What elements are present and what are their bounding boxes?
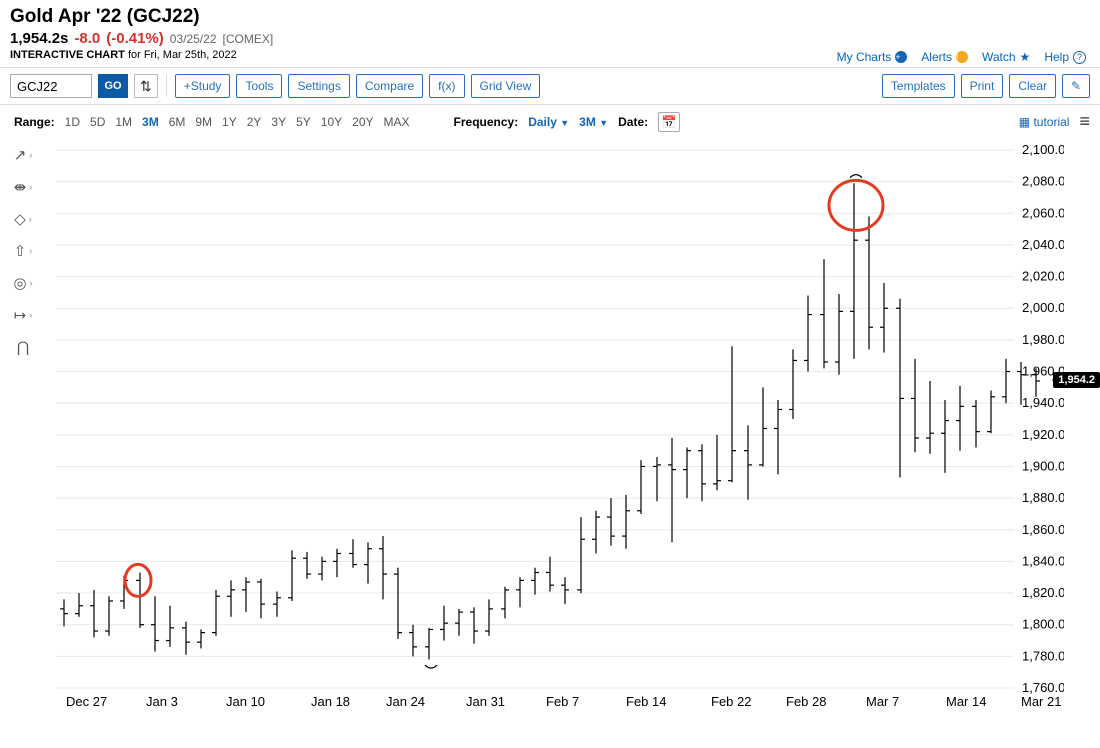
go-button[interactable]: GO xyxy=(98,74,128,98)
print-button[interactable]: Print xyxy=(961,74,1004,98)
change-pct: (-0.41%) xyxy=(106,30,164,47)
svg-text:1,980.0: 1,980.0 xyxy=(1022,332,1064,347)
templates-button[interactable]: Templates xyxy=(882,74,955,98)
svg-text:2,000.0: 2,000.0 xyxy=(1022,300,1064,315)
magnet-tool[interactable]: ⋂ xyxy=(17,338,29,356)
svg-text:Mar 7: Mar 7 xyxy=(866,694,899,709)
svg-text:2,060.0: 2,060.0 xyxy=(1022,205,1064,220)
range-2Y[interactable]: 2Y xyxy=(247,115,262,129)
svg-text:Mar 21: Mar 21 xyxy=(1021,694,1061,709)
svg-text:Jan 3: Jan 3 xyxy=(146,694,178,709)
svg-text:Feb 28: Feb 28 xyxy=(786,694,826,709)
range-20Y[interactable]: 20Y xyxy=(352,115,373,129)
exchange: [COMEX] xyxy=(223,32,274,46)
last-price-label: 1,954.2 xyxy=(1053,372,1100,388)
svg-text:1,760.0: 1,760.0 xyxy=(1022,680,1064,695)
compare-button[interactable]: Compare xyxy=(356,74,423,98)
gridview-button[interactable]: Grid View xyxy=(471,74,541,98)
range-5D[interactable]: 5D xyxy=(90,115,105,129)
range-3Y[interactable]: 3Y xyxy=(271,115,286,129)
svg-text:1,860.0: 1,860.0 xyxy=(1022,522,1064,537)
help-link[interactable]: Help? xyxy=(1044,50,1086,64)
svg-text:Jan 18: Jan 18 xyxy=(311,694,350,709)
last-price: 1,954.2s xyxy=(10,30,68,47)
symbol-input[interactable] xyxy=(10,74,92,98)
svg-text:1,800.0: 1,800.0 xyxy=(1022,617,1064,632)
menu-icon[interactable]: ≡ xyxy=(1079,111,1090,132)
svg-text:2,100.0: 2,100.0 xyxy=(1022,142,1064,157)
svg-text:Jan 31: Jan 31 xyxy=(466,694,505,709)
title: Gold Apr '22 (GCJ22) xyxy=(10,6,1090,28)
range-1D[interactable]: 1D xyxy=(65,115,80,129)
price-chart[interactable]: 1,760.0 1,780.0 1,800.0 1,820.0 1,840.0 1,860… xyxy=(46,138,1064,718)
settings-icon[interactable]: ⇅ xyxy=(134,74,158,98)
fx-button[interactable]: f(x) xyxy=(429,74,464,98)
draw-multi-tool[interactable]: ⇼› xyxy=(14,178,33,196)
watch-link[interactable]: Watch★ xyxy=(982,50,1030,64)
freq-select[interactable]: Daily ▼ xyxy=(528,115,569,129)
svg-text:1,840.0: 1,840.0 xyxy=(1022,553,1064,568)
range-1Y[interactable]: 1Y xyxy=(222,115,237,129)
svg-text:Feb 14: Feb 14 xyxy=(626,694,666,709)
draw-line-tool[interactable]: ↗› xyxy=(14,146,33,164)
svg-text:1,880.0: 1,880.0 xyxy=(1022,490,1064,505)
range-1M[interactable]: 1M xyxy=(115,115,132,129)
draw-circle-tool[interactable]: ◎› xyxy=(13,274,32,292)
range-10Y[interactable]: 10Y xyxy=(321,115,342,129)
date-label: Date: xyxy=(618,115,648,129)
svg-text:Feb 7: Feb 7 xyxy=(546,694,579,709)
svg-text:Jan 24: Jan 24 xyxy=(386,694,425,709)
edit-icon[interactable]: ✎ xyxy=(1062,74,1090,98)
clear-button[interactable]: Clear xyxy=(1009,74,1056,98)
tutorial-link[interactable]: ▦ tutorial xyxy=(1019,115,1070,129)
quote-date: 03/25/22 xyxy=(170,32,217,46)
calendar-icon[interactable]: 📅 xyxy=(658,112,680,132)
svg-text:1,820.0: 1,820.0 xyxy=(1022,585,1064,600)
range-9M[interactable]: 9M xyxy=(195,115,212,129)
svg-text:1,780.0: 1,780.0 xyxy=(1022,648,1064,663)
range-MAX[interactable]: MAX xyxy=(384,115,410,129)
range-3M[interactable]: 3M xyxy=(142,115,159,129)
study-button[interactable]: +Study xyxy=(175,74,231,98)
svg-text:Jan 10: Jan 10 xyxy=(226,694,265,709)
draw-arrow-tool[interactable]: ⇧› xyxy=(14,242,33,260)
tools-button[interactable]: Tools xyxy=(236,74,282,98)
freq-label: Frequency: xyxy=(454,115,519,129)
svg-text:2,040.0: 2,040.0 xyxy=(1022,237,1064,252)
change: -8.0 xyxy=(74,30,100,47)
range-5Y[interactable]: 5Y xyxy=(296,115,311,129)
settings-button[interactable]: Settings xyxy=(288,74,349,98)
svg-text:2,080.0: 2,080.0 xyxy=(1022,174,1064,189)
draw-path-tool[interactable]: ↦› xyxy=(14,306,33,324)
freq2-select[interactable]: 3M ▼ xyxy=(579,115,608,129)
svg-text:2,020.0: 2,020.0 xyxy=(1022,269,1064,284)
svg-text:Dec 27: Dec 27 xyxy=(66,694,107,709)
svg-text:1,920.0: 1,920.0 xyxy=(1022,427,1064,442)
draw-shape-tool[interactable]: ◇› xyxy=(14,210,32,228)
range-6M[interactable]: 6M xyxy=(169,115,186,129)
alerts-link[interactable]: Alerts! xyxy=(921,50,968,64)
svg-text:1,900.0: 1,900.0 xyxy=(1022,458,1064,473)
mycharts-link[interactable]: My Charts+ xyxy=(837,50,908,64)
svg-text:1,940.0: 1,940.0 xyxy=(1022,395,1064,410)
svg-text:Feb 22: Feb 22 xyxy=(711,694,751,709)
range-label: Range: xyxy=(14,115,55,129)
svg-text:Mar 14: Mar 14 xyxy=(946,694,986,709)
